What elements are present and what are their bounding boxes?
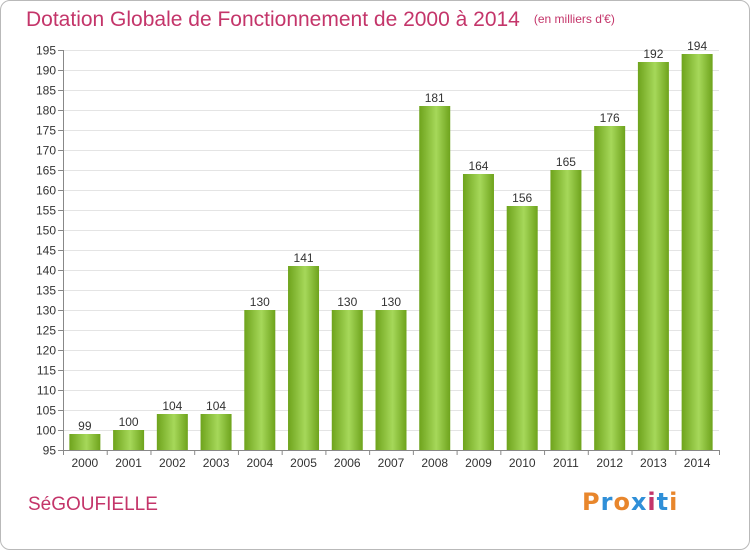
y-tick-label: 140 <box>36 264 56 278</box>
bar-2012 <box>594 126 626 450</box>
bar-2009 <box>462 174 494 450</box>
data-label: 176 <box>600 111 620 125</box>
x-tick-label: 2009 <box>465 456 492 470</box>
data-label: 194 <box>687 39 707 53</box>
logo-letter: t <box>656 488 670 516</box>
bar-2014 <box>681 54 713 450</box>
y-tick-label: 170 <box>36 144 56 158</box>
logo-letter: i <box>647 488 657 516</box>
x-tick-label: 2003 <box>203 456 230 470</box>
y-tick-label: 160 <box>36 184 56 198</box>
y-tick-label: 100 <box>36 424 56 438</box>
x-tick-label: 2013 <box>640 456 667 470</box>
x-tick-label: 2002 <box>159 456 186 470</box>
x-tick-label: 2000 <box>72 456 99 470</box>
bar-2003 <box>200 414 232 450</box>
x-tick-label: 2011 <box>553 456 579 470</box>
bar-2008 <box>419 106 451 450</box>
x-tick-label: 2014 <box>684 456 711 470</box>
logo-letter: i <box>669 488 679 516</box>
y-tick-label: 135 <box>36 284 56 298</box>
bar-2010 <box>506 206 538 450</box>
logo-letter: o <box>613 488 631 516</box>
bar-2007 <box>375 310 407 450</box>
y-tick-label: 180 <box>36 104 56 118</box>
y-tick-label: 110 <box>37 384 56 398</box>
x-tick-label: 2012 <box>596 456 623 470</box>
chart-unit-label: (en milliers d'€) <box>533 12 615 26</box>
chart-title-text: Dotation Globale de Fonctionnement de 20… <box>26 8 520 31</box>
data-label: 156 <box>512 191 532 205</box>
y-tick-label: 190 <box>36 64 56 78</box>
y-tick-label: 145 <box>36 244 56 258</box>
bar-2006 <box>331 310 363 450</box>
y-tick-label: 125 <box>36 324 56 338</box>
bar-2013 <box>637 62 669 450</box>
bar-2011 <box>550 170 582 450</box>
y-axis: 95 100 105 110 115 120 125 130 135 140 145 150 155 16… <box>36 44 64 458</box>
data-label: 130 <box>337 295 357 309</box>
x-tick-label: 2007 <box>378 456 405 470</box>
data-label: 164 <box>468 159 488 173</box>
y-tick-label: 105 <box>36 404 56 418</box>
y-tick-label: 95 <box>43 444 57 458</box>
y-tick-label: 175 <box>36 124 56 138</box>
data-label: 104 <box>162 399 182 413</box>
chart-title: Dotation Globale de Fonctionnement de 20… <box>26 8 615 34</box>
data-label: 165 <box>556 155 576 169</box>
proxiti-logo: Proxiti <box>582 488 678 516</box>
logo-letter: P <box>582 488 601 516</box>
y-tick-label: 185 <box>36 84 56 98</box>
data-label: 130 <box>250 295 270 309</box>
data-label: 104 <box>206 399 226 413</box>
bar-2005 <box>288 266 320 450</box>
x-tick-label: 2006 <box>334 456 361 470</box>
y-tick-label: 155 <box>36 204 56 218</box>
data-label: 141 <box>294 251 314 265</box>
bar-2000 <box>69 434 101 450</box>
y-tick-label: 130 <box>36 304 56 318</box>
y-tick-label: 150 <box>36 224 56 238</box>
commune-name: SéGOUFIELLE <box>28 494 158 515</box>
x-axis: 2000 2001 2002 2003 2004 2005 2006 2007 2008 2009… <box>63 450 720 470</box>
logo-letter: x <box>630 488 648 516</box>
x-tick-label: 2004 <box>246 456 273 470</box>
x-tick-label: 2005 <box>290 456 317 470</box>
data-label: 99 <box>78 419 92 433</box>
data-label: 130 <box>381 295 401 309</box>
y-tick-label: 115 <box>37 364 56 378</box>
y-tick-label: 120 <box>36 344 56 358</box>
bar-2004 <box>244 310 276 450</box>
y-tick-label: 165 <box>36 164 56 178</box>
y-tick-label: 195 <box>36 44 56 58</box>
x-tick-label: 2010 <box>509 456 536 470</box>
x-tick-label: 2001 <box>115 456 142 470</box>
bar-2002 <box>156 414 188 450</box>
data-label: 192 <box>643 47 663 61</box>
data-label: 181 <box>425 91 445 105</box>
x-tick-label: 2008 <box>421 456 448 470</box>
bar-2001 <box>113 430 145 450</box>
data-label: 100 <box>119 415 139 429</box>
bar-series: 99 100 104 104 130 141 130 130 181 164 156 165 176 19… <box>69 39 713 450</box>
logo-letter: r <box>600 488 614 516</box>
